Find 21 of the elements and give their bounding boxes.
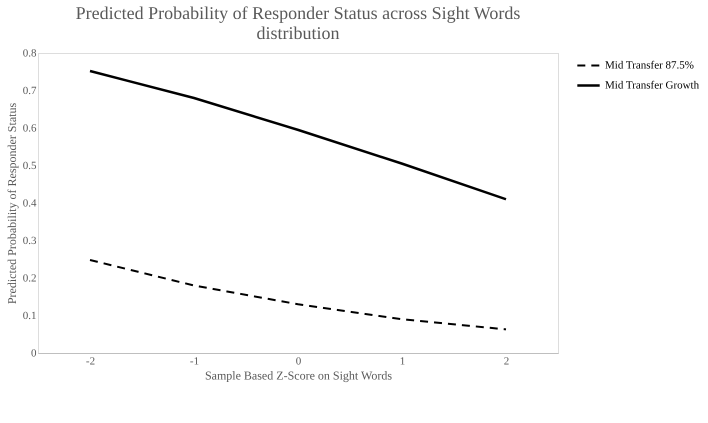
x-tick-label: 2 <box>504 356 510 368</box>
y-tick-label: 0.4 <box>22 198 37 210</box>
y-tick-label: 0.6 <box>22 122 37 134</box>
line-series <box>89 259 507 330</box>
x-tick-label: -1 <box>190 356 200 368</box>
y-tick-label: 0.1 <box>22 310 36 322</box>
y-tick-label: 0.3 <box>22 235 37 247</box>
x-tick-label: 1 <box>400 356 406 368</box>
y-tick-label: 0.8 <box>22 48 37 60</box>
y-tick-label: 0.7 <box>22 85 37 97</box>
x-axis-title: Sample Based Z-Score on Sight Words <box>204 368 392 382</box>
legend-label: Mid Transfer Growth <box>605 80 700 92</box>
y-tick-label: 0.5 <box>22 160 37 172</box>
legend-label: Mid Transfer 87.5% <box>605 60 694 72</box>
y-tick-label: 0 <box>31 348 37 360</box>
y-tick-label: 0.2 <box>22 272 36 284</box>
chart-title: Predicted Probability of Responder Status across Sight Words distribution <box>76 3 520 43</box>
line-series <box>88 70 508 200</box>
y-axis-title: Predicted Probability of Responder Status <box>4 102 19 304</box>
x-tick-label: -2 <box>86 356 96 368</box>
x-tick-label: 0 <box>296 356 302 368</box>
